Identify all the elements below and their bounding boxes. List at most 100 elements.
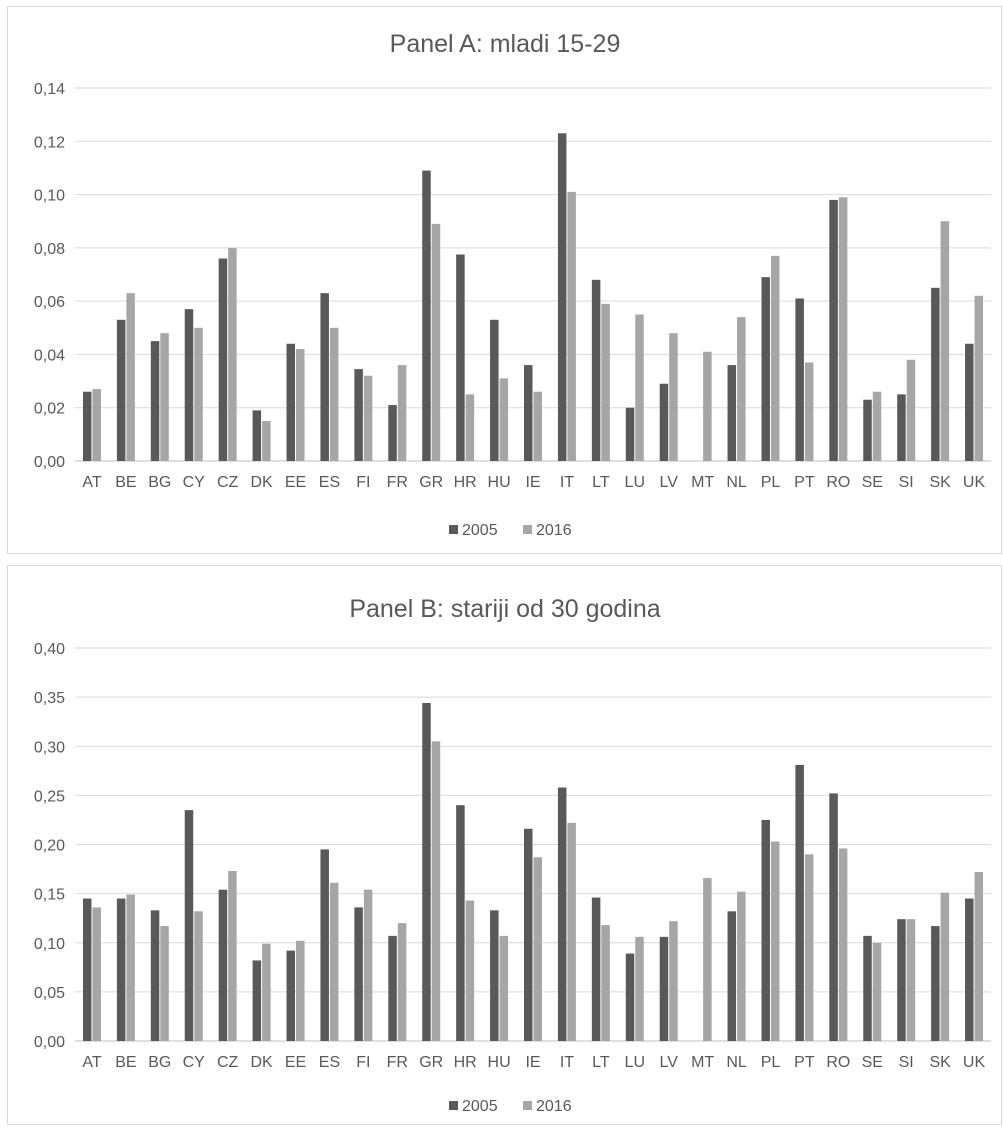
bar-2005-RO: [829, 199, 838, 461]
bar-2005-LT: [591, 897, 601, 1041]
bar-2005-SI: [897, 919, 906, 1041]
bar-2016-SE: [872, 391, 882, 461]
x-tick-label: RO: [826, 474, 850, 491]
bar-2016-GR: [431, 741, 441, 1041]
bar-2005-ES: [320, 849, 329, 1041]
bar-2005-AT: [82, 898, 92, 1041]
bar-2005-BG: [150, 341, 160, 461]
x-tick-label: IT: [560, 474, 574, 491]
bar-2016-HR: [465, 394, 475, 461]
bar-2005-PL: [761, 819, 770, 1041]
bar-2016-CY: [194, 327, 203, 461]
bar-2016-AT: [92, 389, 101, 461]
bar-2016-IE: [533, 857, 542, 1041]
bar-2005-SK: [931, 926, 940, 1041]
x-tick-label: PT: [794, 1054, 815, 1071]
bar-2016-RO: [838, 848, 848, 1041]
bar-2016-BE: [126, 293, 135, 461]
bar-2016-AT: [92, 907, 101, 1041]
bar-2016-FI: [363, 889, 373, 1041]
y-tick-label: 0,35: [34, 690, 65, 707]
x-tick-label: IE: [525, 1054, 540, 1071]
bar-2005-SI: [897, 394, 906, 461]
y-tick-label: 0,06: [34, 294, 65, 311]
bar-2016-LT: [601, 925, 610, 1041]
bar-2016-DK: [262, 421, 271, 461]
y-tick-label: 0,30: [34, 739, 65, 756]
bar-2016-PT: [804, 854, 814, 1041]
x-tick-label: EE: [285, 1054, 306, 1071]
x-tick-label: HU: [488, 474, 511, 491]
bar-2005-PT: [795, 298, 804, 461]
x-tick-label: SE: [862, 1054, 883, 1071]
y-tick-label: 0,20: [34, 838, 65, 855]
bar-2016-PL: [770, 255, 780, 461]
bar-2005-CZ: [218, 258, 228, 461]
bar-2005-FR: [388, 935, 397, 1041]
bar-2016-UK: [974, 295, 984, 461]
bar-2005-EE: [286, 343, 296, 461]
bar-2016-MT: [703, 877, 712, 1041]
bar-2005-ES: [320, 293, 329, 461]
bar-2005-FI: [354, 369, 363, 461]
bar-2016-DK: [262, 943, 271, 1041]
bar-2016-MT: [703, 351, 712, 461]
bar-2005-SK: [931, 287, 940, 461]
bar-2005-HU: [490, 319, 499, 461]
bar-2016-SK: [940, 892, 950, 1041]
bar-2005-IE: [524, 828, 533, 1041]
legend-label: 2005: [462, 1098, 498, 1115]
bar-2016-HR: [465, 900, 475, 1041]
bar-2016-IT: [567, 191, 576, 461]
legend-swatch: [449, 1101, 458, 1110]
legend-swatch: [523, 525, 532, 534]
x-tick-label: LT: [592, 474, 610, 491]
y-tick-label: 0,00: [34, 1034, 65, 1051]
bar-2005-RO: [829, 793, 838, 1041]
x-tick-label: CY: [183, 1054, 206, 1071]
bar-2005-CZ: [218, 889, 228, 1041]
x-tick-label: LV: [660, 1054, 679, 1071]
bar-2005-CY: [184, 309, 194, 461]
y-tick-label: 0,25: [34, 788, 65, 805]
x-tick-label: FI: [356, 474, 370, 491]
x-tick-label: NL: [726, 474, 747, 491]
legend-label: 2016: [536, 1098, 572, 1115]
bar-2016-SI: [906, 359, 916, 461]
bar-2016-FI: [363, 375, 373, 461]
bar-2005-AT: [82, 391, 92, 461]
bar-2016-PL: [770, 841, 780, 1041]
bar-2005-IE: [524, 365, 533, 461]
bar-2016-EE: [296, 940, 305, 1041]
bar-2016-SE: [872, 942, 882, 1041]
y-tick-label: 0,12: [34, 134, 65, 151]
bar-2005-BG: [150, 910, 160, 1041]
x-tick-label: IT: [560, 1054, 574, 1071]
x-tick-label: HR: [454, 474, 477, 491]
x-tick-label: ES: [319, 1054, 340, 1071]
bar-2005-LV: [659, 936, 669, 1041]
x-tick-label: LU: [625, 1054, 645, 1071]
x-tick-label: FR: [387, 1054, 408, 1071]
bar-2016-SK: [940, 221, 950, 461]
bar-2005-SE: [863, 399, 872, 461]
bar-2005-HU: [490, 910, 499, 1041]
bar-2005-HR: [456, 805, 465, 1041]
y-tick-label: 0,14: [34, 81, 65, 98]
x-tick-label: SI: [899, 474, 914, 491]
y-tick-label: 0,10: [34, 936, 65, 953]
bar-2016-HU: [499, 935, 509, 1041]
x-tick-label: BG: [148, 474, 171, 491]
x-tick-label: DK: [250, 1054, 273, 1071]
x-tick-label: MT: [691, 474, 714, 491]
bar-2005-DK: [252, 960, 262, 1041]
y-tick-label: 0,04: [34, 347, 65, 364]
legend-label: 2016: [536, 522, 572, 539]
x-tick-label: RO: [826, 1054, 850, 1071]
x-tick-label: CZ: [217, 1054, 239, 1071]
bar-2005-GR: [422, 703, 431, 1041]
x-tick-label: MT: [691, 1054, 714, 1071]
x-tick-label: PT: [794, 474, 815, 491]
bar-2005-PT: [795, 764, 804, 1041]
bar-2016-CY: [194, 911, 203, 1041]
